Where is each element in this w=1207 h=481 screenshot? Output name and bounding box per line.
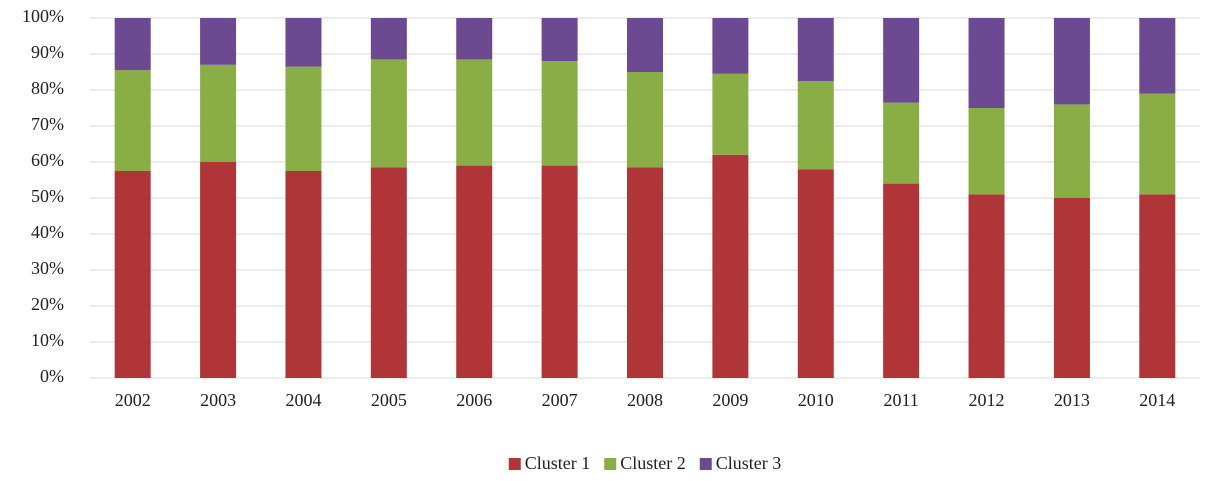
bar-segment bbox=[883, 102, 920, 184]
bar-segment bbox=[1053, 198, 1090, 378]
bar-segment bbox=[797, 18, 834, 81]
bar-segment bbox=[627, 72, 663, 168]
y-tick-label: 60% bbox=[31, 150, 64, 170]
bar-segment bbox=[1139, 194, 1176, 378]
x-tick-label: 2005 bbox=[371, 390, 407, 410]
y-tick-label: 100% bbox=[22, 6, 64, 26]
legend: Cluster 1 Cluster 2 Cluster 3 bbox=[508, 453, 782, 473]
x-tick-label: 2010 bbox=[798, 390, 834, 410]
bar-segment bbox=[370, 167, 407, 378]
x-tick-label: 2014 bbox=[1139, 390, 1175, 410]
bar-segment bbox=[200, 64, 237, 162]
x-tick-label: 2008 bbox=[627, 390, 663, 410]
legend-swatch bbox=[604, 458, 617, 470]
bar-segment bbox=[627, 167, 663, 378]
bar-segment bbox=[968, 108, 1005, 195]
legend-label: Cluster 2 bbox=[620, 453, 686, 473]
y-tick-label: 70% bbox=[31, 114, 64, 134]
bar-segment bbox=[285, 66, 322, 171]
x-tick-label: 2011 bbox=[883, 390, 918, 410]
bar-segment bbox=[1139, 93, 1176, 195]
bar-segment bbox=[541, 61, 578, 166]
legend-label: Cluster 3 bbox=[716, 453, 782, 473]
bar-segment bbox=[883, 18, 920, 103]
y-tick-label: 50% bbox=[31, 186, 64, 206]
x-tick-label: 2004 bbox=[285, 390, 321, 410]
y-tick-label: 10% bbox=[31, 330, 64, 350]
bar-segment bbox=[1053, 104, 1090, 198]
bar-segment bbox=[883, 183, 920, 378]
bar-segment bbox=[1053, 18, 1090, 105]
bar-segment bbox=[285, 171, 322, 378]
y-tick-label: 80% bbox=[31, 78, 64, 98]
bar-segment bbox=[456, 18, 493, 60]
bar-segment bbox=[797, 169, 834, 378]
bar-segment bbox=[114, 18, 151, 71]
x-tick-label: 2007 bbox=[542, 390, 578, 410]
bar-segment bbox=[627, 18, 663, 72]
y-tick-label: 0% bbox=[40, 366, 64, 386]
bar-segment bbox=[541, 165, 578, 378]
y-tick-label: 90% bbox=[31, 42, 64, 62]
x-tick-label: 2013 bbox=[1054, 390, 1090, 410]
x-tick-label: 2009 bbox=[712, 390, 748, 410]
bar-segment bbox=[370, 18, 407, 60]
bar-segment bbox=[1139, 18, 1176, 94]
bar-segment bbox=[456, 165, 493, 378]
x-tick-label: 2012 bbox=[969, 390, 1005, 410]
bar-segment bbox=[114, 171, 151, 378]
bar-segment bbox=[797, 81, 834, 170]
y-tick-label: 40% bbox=[31, 222, 64, 242]
bar-segment bbox=[370, 59, 407, 168]
legend-swatch bbox=[508, 458, 521, 470]
y-tick-label: 20% bbox=[31, 294, 64, 314]
bar-segment bbox=[712, 18, 749, 74]
bar-segment bbox=[200, 18, 237, 65]
legend-swatch bbox=[699, 458, 712, 470]
x-tick-label: 2002 bbox=[115, 390, 151, 410]
bar-segment bbox=[968, 194, 1005, 378]
bar-segment bbox=[712, 154, 749, 378]
bar-segment bbox=[285, 18, 322, 67]
bar-segment bbox=[200, 162, 237, 378]
bar-segment bbox=[456, 59, 493, 166]
legend-label: Cluster 1 bbox=[525, 453, 591, 473]
y-tick-label: 30% bbox=[31, 258, 64, 278]
bar-segment bbox=[541, 18, 578, 62]
x-tick-label: 2003 bbox=[200, 390, 236, 410]
bar-segment bbox=[712, 73, 749, 155]
bar-segment bbox=[114, 70, 151, 171]
bar-segment bbox=[968, 18, 1005, 108]
x-tick-label: 2006 bbox=[456, 390, 492, 410]
